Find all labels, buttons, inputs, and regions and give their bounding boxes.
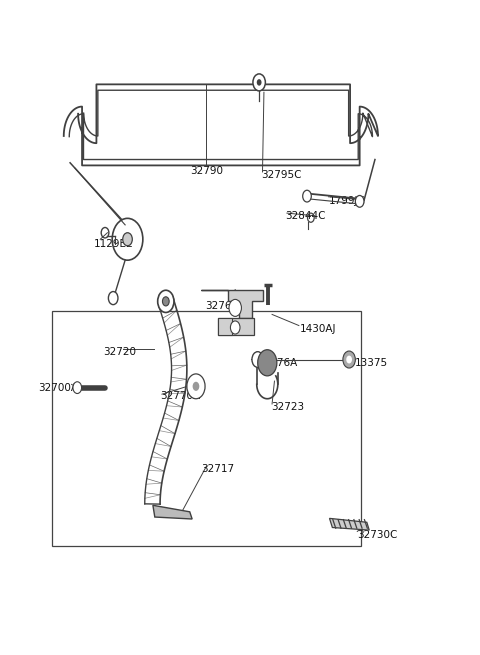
Circle shape [355,195,364,207]
Text: 32720: 32720 [104,346,137,357]
Circle shape [258,350,277,376]
Circle shape [346,356,352,364]
Text: 32770A: 32770A [160,391,200,401]
Text: 32700A: 32700A [38,383,78,392]
Text: 1799JC: 1799JC [328,196,365,206]
Circle shape [303,190,312,202]
Circle shape [192,382,199,391]
Bar [218,318,232,335]
Circle shape [252,352,264,367]
Circle shape [229,299,241,316]
Circle shape [73,382,82,394]
Text: 32876A: 32876A [257,358,297,369]
Circle shape [257,79,262,86]
Text: 32790: 32790 [190,166,223,176]
Circle shape [253,74,265,91]
Circle shape [187,374,205,399]
Text: 32730C: 32730C [357,530,397,540]
Text: 32717: 32717 [201,464,234,474]
Polygon shape [201,290,263,318]
Polygon shape [329,518,369,530]
Circle shape [343,351,355,368]
Circle shape [157,290,174,312]
Text: 1129EE: 1129EE [94,239,133,249]
Circle shape [230,321,240,334]
Text: 13375: 13375 [355,358,388,369]
Text: 32795C: 32795C [262,170,302,180]
Polygon shape [218,318,254,335]
Circle shape [162,297,169,306]
Circle shape [123,233,132,246]
Text: 32760A: 32760A [205,301,246,311]
Text: 32723: 32723 [271,402,304,412]
Text: 1430AJ: 1430AJ [300,324,336,334]
Text: 32844C: 32844C [286,212,326,221]
Polygon shape [153,505,192,519]
